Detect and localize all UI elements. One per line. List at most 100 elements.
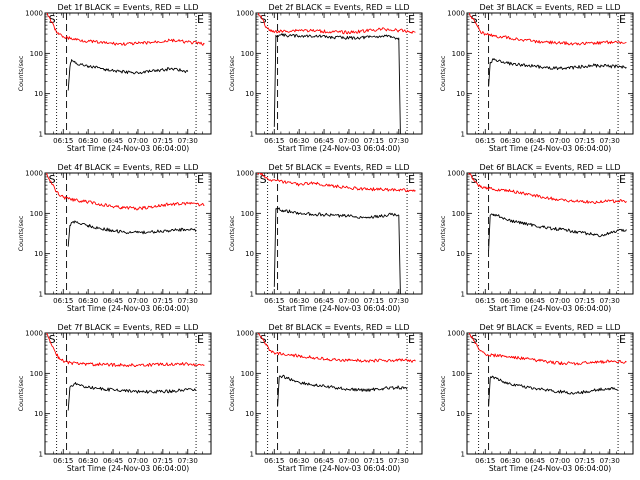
x-tick-label: 07:30 <box>178 457 198 465</box>
x-tick-label: 07:15 <box>575 457 595 465</box>
y-tick-label: 1 <box>461 451 465 459</box>
y-tick-label: 100 <box>452 210 465 218</box>
lld-series-line <box>46 13 205 46</box>
x-axis-label: Start Time (24-Nov-03 06:04:00) <box>67 464 189 473</box>
x-tick-label: 07:15 <box>364 297 384 305</box>
y-axis-label: Counts/sec <box>439 215 447 251</box>
x-tick-label: 06:45 <box>314 137 334 145</box>
y-tick-label: 10 <box>245 250 254 258</box>
x-tick-label: 07:00 <box>128 297 148 305</box>
x-tick-label: 07:15 <box>575 137 595 145</box>
x-tick-label: 06:30 <box>289 457 309 465</box>
y-tick-label: 10 <box>456 90 465 98</box>
y-tick-label: 10 <box>245 410 254 418</box>
x-tick-label: 07:30 <box>600 457 620 465</box>
end-marker-label: E <box>408 173 415 186</box>
y-tick-label: 100 <box>452 370 465 378</box>
panel-title: Det 8f BLACK = Events, RED = LLD <box>268 323 409 332</box>
events-series-line <box>488 213 627 251</box>
x-tick-label: 07:15 <box>153 457 173 465</box>
events-series-line <box>67 59 189 91</box>
x-tick-label: 06:30 <box>289 297 309 305</box>
x-axis-label: Start Time (24-Nov-03 06:04:00) <box>67 304 189 313</box>
x-tick-label: 06:15 <box>475 457 495 465</box>
x-tick-label: 06:45 <box>103 457 123 465</box>
plot-area <box>46 173 205 247</box>
panel-title: Det 9f BLACK = Events, RED = LLD <box>479 323 620 332</box>
y-tick-label: 100 <box>452 50 465 58</box>
end-marker-label: E <box>197 173 204 186</box>
y-tick-label: 100 <box>241 50 254 58</box>
x-tick-label: 06:15 <box>53 137 73 145</box>
x-tick-label: 06:30 <box>78 137 98 145</box>
lld-series-line <box>257 13 416 35</box>
x-tick-label: 06:30 <box>289 137 309 145</box>
y-tick-label: 1 <box>39 131 43 139</box>
y-tick-label: 1000 <box>25 170 43 178</box>
start-marker-label: S <box>260 173 267 186</box>
x-tick-label: 07:00 <box>550 137 570 145</box>
plot-frame <box>44 12 212 135</box>
x-tick-label: 06:15 <box>264 297 284 305</box>
end-marker-label: E <box>408 333 415 346</box>
x-tick-label: 07:30 <box>389 137 409 145</box>
x-tick-label: 07:00 <box>339 297 359 305</box>
x-axis-label: Start Time (24-Nov-03 06:04:00) <box>278 304 400 313</box>
x-tick-label: 07:15 <box>575 297 595 305</box>
y-tick-label: 10 <box>34 410 43 418</box>
y-tick-label: 1 <box>250 451 254 459</box>
lld-series-line <box>468 333 627 366</box>
y-axis-label: Counts/sec <box>228 55 236 91</box>
lld-series-line <box>468 13 627 46</box>
x-tick-label: 07:00 <box>550 297 570 305</box>
plot-area <box>468 333 627 407</box>
y-axis-label: Counts/sec <box>439 375 447 411</box>
plot-frame <box>255 172 423 295</box>
y-tick-label: 1000 <box>236 330 254 338</box>
x-axis-label: Start Time (24-Nov-03 06:04:00) <box>489 144 611 153</box>
y-tick-label: 10 <box>245 90 254 98</box>
x-axis-label: Start Time (24-Nov-03 06:04:00) <box>278 144 400 153</box>
y-tick-label: 1 <box>461 131 465 139</box>
x-tick-label: 07:15 <box>364 137 384 145</box>
lld-series-line <box>468 173 627 205</box>
y-tick-label: 10 <box>34 250 43 258</box>
y-tick-label: 1000 <box>25 10 43 18</box>
x-tick-label: 06:15 <box>475 137 495 145</box>
x-tick-label: 06:15 <box>264 457 284 465</box>
x-tick-label: 06:15 <box>53 297 73 305</box>
y-tick-label: 1000 <box>447 10 465 18</box>
panel-title: Det 1f BLACK = Events, RED = LLD <box>57 3 198 12</box>
start-marker-label: S <box>49 13 56 26</box>
lld-series-line <box>257 173 416 193</box>
end-marker-label: E <box>197 333 204 346</box>
y-tick-label: 100 <box>30 370 43 378</box>
panel-title: Det 4f BLACK = Events, RED = LLD <box>57 163 198 172</box>
x-tick-label: 06:45 <box>525 137 545 145</box>
panel-title: Det 3f BLACK = Events, RED = LLD <box>479 3 620 12</box>
y-tick-label: 1 <box>39 451 43 459</box>
start-marker-label: S <box>49 333 56 346</box>
x-tick-label: 06:15 <box>264 137 284 145</box>
y-axis-label: Counts/sec <box>439 55 447 91</box>
plot-area <box>257 13 416 134</box>
panel-title: Det 5f BLACK = Events, RED = LLD <box>268 163 409 172</box>
lld-series-line <box>46 333 205 368</box>
y-tick-label: 1 <box>39 291 43 299</box>
y-tick-label: 100 <box>30 210 43 218</box>
y-axis-label: Counts/sec <box>228 215 236 251</box>
x-tick-label: 07:15 <box>153 137 173 145</box>
y-tick-label: 10 <box>34 90 43 98</box>
y-tick-label: 10 <box>456 410 465 418</box>
y-tick-label: 1000 <box>236 170 254 178</box>
y-tick-label: 10 <box>456 250 465 258</box>
y-axis-label: Counts/sec <box>17 55 25 91</box>
y-tick-label: 1000 <box>447 170 465 178</box>
y-tick-label: 1 <box>250 291 254 299</box>
plot-area <box>257 173 416 294</box>
y-axis-label: Counts/sec <box>228 375 236 411</box>
x-tick-label: 07:30 <box>389 297 409 305</box>
events-series-line <box>488 58 627 87</box>
events-series-line <box>273 33 401 134</box>
x-tick-label: 06:45 <box>314 457 334 465</box>
